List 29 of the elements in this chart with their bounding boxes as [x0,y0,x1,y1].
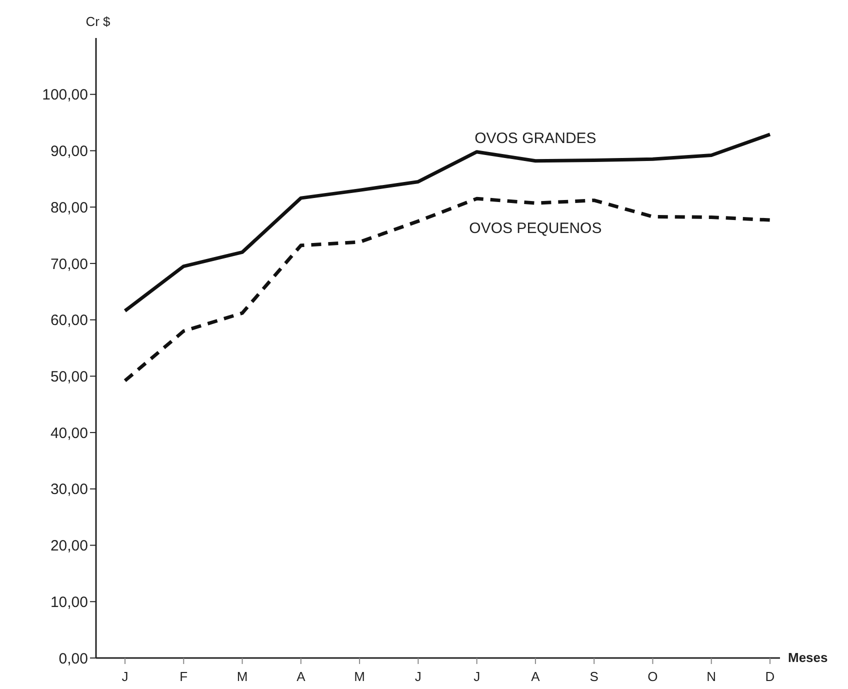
line-series [123,196,772,382]
y-tick-label: 60,00 [50,312,88,330]
y-tick-label: 100,00 [42,86,88,104]
y-tick-label: 80,00 [50,199,88,216]
x-tick-label: F [180,669,188,684]
y-axis-title: Cr $ [86,14,112,29]
y-tick-label: 50,00 [50,368,88,386]
x-tick-label: D [765,669,775,684]
y-tick-label: 20,00 [50,538,88,555]
x-tick-label: A [296,669,306,684]
y-tick-label: 0,00 [58,650,88,668]
y-tick-label: 10,00 [50,594,88,611]
y-tick-label: 40,00 [50,424,88,442]
x-tick-label: A [531,669,540,684]
x-tick-label: J [474,669,480,684]
x-tick-label: M [236,669,248,684]
y-tick-label: 90,00 [50,143,88,160]
series-label: OVOS GRANDES [474,130,596,147]
line-series [123,132,772,313]
x-tick-label: O [648,669,658,684]
y-tick-label: 30,00 [50,481,88,498]
x-tick-label: J [414,669,422,684]
x-tick-label: S [590,669,599,684]
series-label: OVOS PEQUENOS [469,220,602,238]
x-axis-title: Meses [788,650,828,665]
x-tick-label: M [354,669,365,684]
x-tick-label: N [706,669,716,684]
x-tick-label: J [122,669,128,684]
y-tick-label: 70,00 [50,256,88,273]
